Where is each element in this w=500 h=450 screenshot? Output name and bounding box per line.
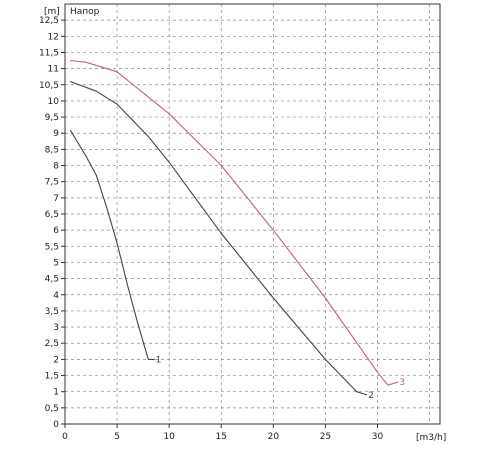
- x-tick-label: 20: [268, 432, 280, 442]
- x-tick-label: 30: [372, 432, 384, 442]
- y-tick-label: 9: [53, 129, 59, 139]
- x-tick-label: 10: [163, 432, 175, 442]
- y-tick-label: 1: [53, 388, 59, 398]
- series-line-3: [70, 59, 399, 386]
- y-tick-label: 7,5: [45, 178, 59, 188]
- x-tick-label: 25: [320, 432, 331, 442]
- y-tick-label: 5,5: [45, 242, 59, 252]
- y-tick-label: 2: [53, 355, 59, 365]
- y-tick-label: 12,5: [39, 16, 59, 26]
- x-tick-label: 15: [216, 432, 227, 442]
- y-tick-label: 12: [48, 32, 59, 42]
- series-line-1: [69, 129, 155, 360]
- y-tick-label: 0,5: [45, 404, 59, 414]
- y-tick-label: 0: [53, 420, 59, 430]
- y-tick-label: 3: [53, 323, 59, 333]
- series-label-3: 3: [399, 378, 405, 388]
- y-tick-label: 6: [53, 226, 59, 236]
- series-label-1: 1: [156, 355, 162, 365]
- y-tick-label: 8: [53, 162, 59, 172]
- ticks-layer: 0 5 10 15 20 25 3000,511,522,533,544,555,566,5…: [39, 16, 384, 442]
- y-tick-label: 6,5: [45, 210, 59, 220]
- y-tick-label: 2,5: [45, 339, 59, 349]
- y-tick-label: 3,5: [45, 307, 59, 317]
- x-tick-label: 5: [114, 432, 120, 442]
- y-tick-label: 1,5: [45, 372, 59, 382]
- y-tick-label: 8,5: [45, 145, 59, 155]
- y-axis-unit-label: [m]: [44, 7, 60, 17]
- y-tick-label: 7: [53, 194, 59, 204]
- x-axis-unit-label: [m3/h]: [416, 433, 446, 443]
- x-tick-label: 0: [62, 432, 68, 442]
- y-tick-label: 11: [48, 65, 59, 75]
- y-tick-label: 9,5: [45, 113, 59, 123]
- grid-layer: [65, 4, 440, 424]
- y-tick-label: 11,5: [39, 48, 59, 58]
- chart-title: Напор: [70, 7, 100, 17]
- y-tick-label: 5: [53, 258, 59, 268]
- y-tick-label: 10,5: [39, 81, 59, 91]
- y-tick-label: 4: [53, 291, 59, 301]
- series-label-2: 2: [368, 391, 374, 401]
- y-tick-label: 4,5: [45, 275, 59, 285]
- series-line-2: [70, 80, 368, 396]
- y-tick-label: 10: [48, 97, 60, 107]
- series-layer: 1 2 3: [69, 59, 405, 401]
